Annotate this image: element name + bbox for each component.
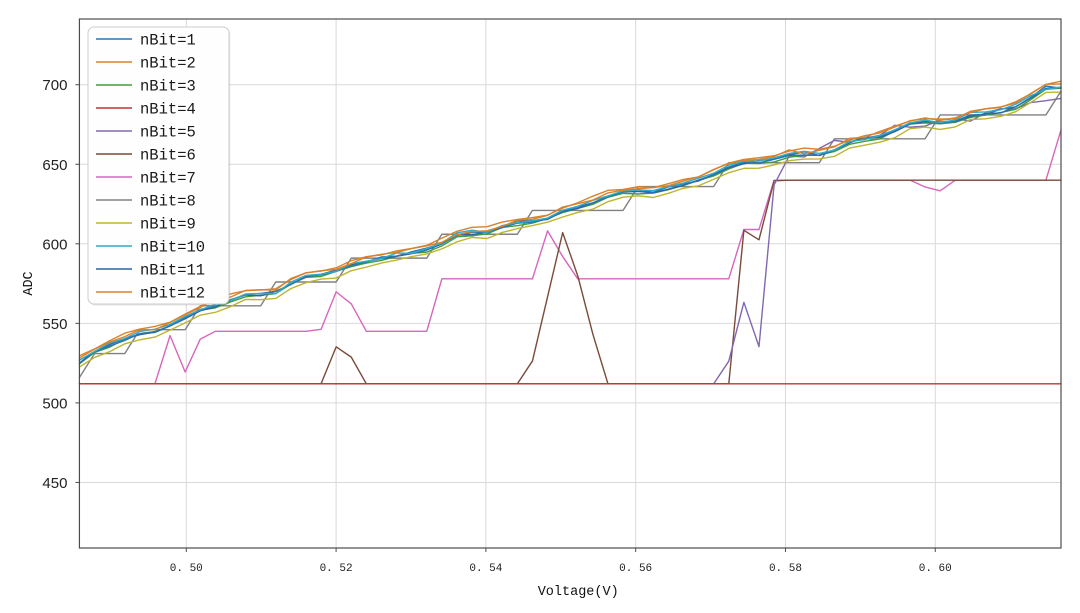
svg-text:700: 700 (42, 77, 67, 94)
svg-text:nBit=11: nBit=11 (140, 262, 205, 280)
svg-text:nBit=3: nBit=3 (140, 78, 196, 96)
svg-text:0. 52: 0. 52 (320, 563, 353, 575)
svg-text:nBit=2: nBit=2 (140, 55, 196, 73)
svg-text:450: 450 (42, 475, 67, 492)
svg-text:nBit=7: nBit=7 (140, 170, 196, 188)
svg-text:650: 650 (42, 157, 67, 174)
svg-text:0. 60: 0. 60 (919, 563, 952, 575)
svg-text:500: 500 (42, 395, 67, 412)
svg-text:0. 54: 0. 54 (469, 563, 502, 575)
svg-text:nBit=4: nBit=4 (140, 101, 196, 119)
svg-text:nBit=5: nBit=5 (140, 124, 196, 142)
svg-text:Voltage(V): Voltage(V) (538, 585, 619, 600)
svg-text:600: 600 (42, 236, 67, 253)
svg-text:ADC: ADC (22, 271, 37, 295)
svg-text:550: 550 (42, 316, 67, 333)
svg-text:nBit=1: nBit=1 (140, 32, 196, 50)
svg-text:nBit=6: nBit=6 (140, 147, 196, 165)
svg-text:nBit=8: nBit=8 (140, 193, 196, 211)
svg-text:nBit=10: nBit=10 (140, 239, 205, 257)
svg-text:0. 50: 0. 50 (170, 563, 203, 575)
svg-text:nBit=12: nBit=12 (140, 285, 205, 303)
svg-text:nBit=9: nBit=9 (140, 216, 196, 234)
svg-text:0. 56: 0. 56 (619, 563, 652, 575)
svg-text:0. 58: 0. 58 (769, 563, 802, 575)
